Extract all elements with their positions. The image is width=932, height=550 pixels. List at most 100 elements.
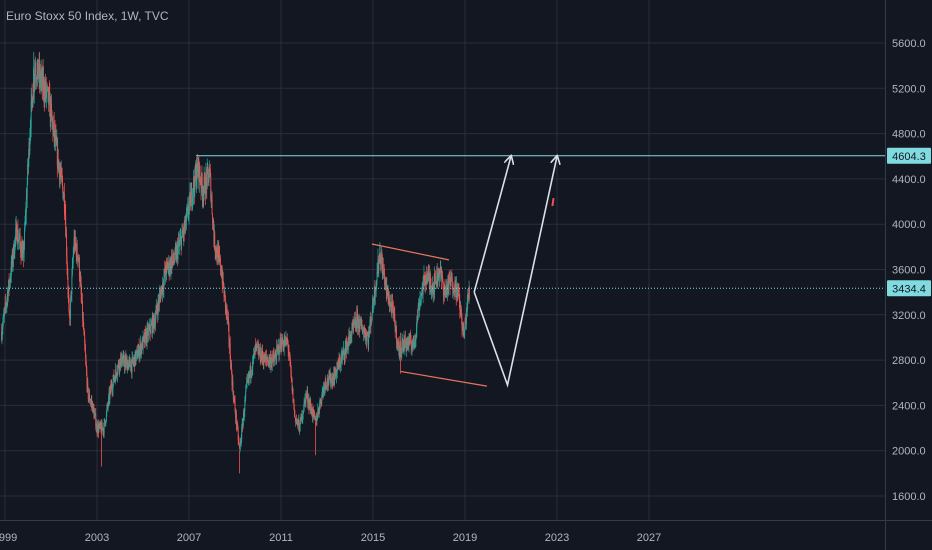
candle-body	[312, 409, 314, 417]
x-tick-label: 2003	[85, 532, 109, 544]
candle-body	[29, 128, 31, 139]
candle-body	[14, 237, 16, 240]
candle-body	[293, 409, 295, 411]
candle-body	[318, 410, 320, 413]
candle-body	[240, 439, 242, 443]
candle-body	[17, 239, 19, 241]
candle-body	[220, 258, 221, 271]
candle-body	[274, 354, 276, 358]
candle-body	[63, 196, 64, 199]
candle-body	[85, 358, 87, 366]
candle-body	[303, 410, 305, 413]
candle-body	[111, 384, 113, 389]
candle-body	[125, 359, 127, 366]
candle-body	[276, 346, 278, 361]
candle-body	[314, 413, 316, 417]
candle-body	[30, 100, 32, 128]
candle-body	[136, 349, 138, 359]
candle-body	[160, 290, 162, 299]
candle-body	[369, 320, 371, 328]
x-tick-label: 2007	[177, 532, 201, 544]
candle-body	[173, 260, 175, 262]
candle-body	[423, 274, 425, 277]
candle-body	[275, 355, 277, 359]
candle-body	[448, 278, 450, 280]
candle-body	[419, 300, 421, 301]
current-price-badge	[887, 280, 931, 297]
candle-body	[137, 356, 139, 359]
candle-body	[362, 332, 364, 334]
candle-body	[36, 77, 37, 80]
candle-body	[67, 266, 68, 277]
candle-body	[414, 342, 416, 348]
candle-body	[186, 211, 188, 213]
candle-body	[223, 285, 225, 287]
candle-body	[338, 359, 340, 369]
candle-body	[4, 307, 6, 313]
candle-body	[425, 276, 427, 281]
candle-body	[34, 69, 36, 81]
candle-body	[71, 274, 73, 294]
candle-body	[350, 335, 352, 337]
candle-body	[460, 305, 462, 316]
candle-body	[204, 177, 206, 194]
candle-body	[191, 202, 193, 204]
candle-body	[17, 229, 19, 241]
candle-body	[98, 426, 100, 432]
candle-body	[316, 416, 318, 421]
candle-body	[381, 256, 383, 262]
candle-body	[421, 292, 423, 294]
candle-body	[316, 417, 317, 424]
candle-body	[259, 347, 261, 361]
candle-body	[6, 299, 8, 304]
candle-body	[337, 361, 339, 365]
candle-body	[96, 423, 98, 433]
candle-body	[48, 90, 50, 102]
candle-body	[103, 422, 105, 434]
candle-body	[179, 237, 181, 241]
candle-body	[404, 338, 406, 344]
candle-body	[212, 219, 214, 230]
candle-body	[295, 420, 297, 423]
candle-body	[392, 302, 393, 304]
candle-body	[237, 424, 239, 430]
candle-body	[195, 170, 197, 186]
candle-body	[35, 69, 37, 75]
candle-body	[353, 324, 355, 326]
candle-body	[40, 70, 41, 84]
candle-body	[120, 354, 122, 366]
candle-body	[452, 288, 454, 293]
candle-body	[144, 332, 146, 343]
candle-body	[24, 213, 26, 225]
candle-body	[345, 345, 347, 348]
candle-body	[84, 335, 86, 345]
candle-body	[140, 345, 142, 354]
candle-body	[208, 169, 210, 178]
candle-body	[351, 326, 353, 336]
candle-body	[263, 361, 265, 365]
candle-body	[360, 319, 362, 326]
candle-body	[57, 149, 59, 168]
candle-body	[159, 293, 161, 295]
candle-body	[230, 358, 232, 368]
candle-body	[371, 312, 373, 317]
candle-body	[272, 354, 274, 356]
candle-body	[268, 361, 270, 365]
candle-body	[135, 354, 137, 362]
upper-trendline	[371, 243, 450, 261]
candle-body	[233, 396, 235, 401]
candle-body	[211, 197, 213, 200]
candle-body	[93, 413, 95, 418]
candle-body	[91, 401, 93, 405]
candle-body	[427, 279, 428, 284]
candle-body	[83, 328, 85, 331]
candle-body	[385, 279, 386, 284]
candle-body	[13, 253, 15, 257]
x-tick-label: 2027	[637, 532, 661, 544]
candle-body	[205, 174, 207, 195]
candle-body	[46, 92, 48, 96]
candle-body	[320, 398, 321, 404]
candle-body	[368, 331, 370, 344]
